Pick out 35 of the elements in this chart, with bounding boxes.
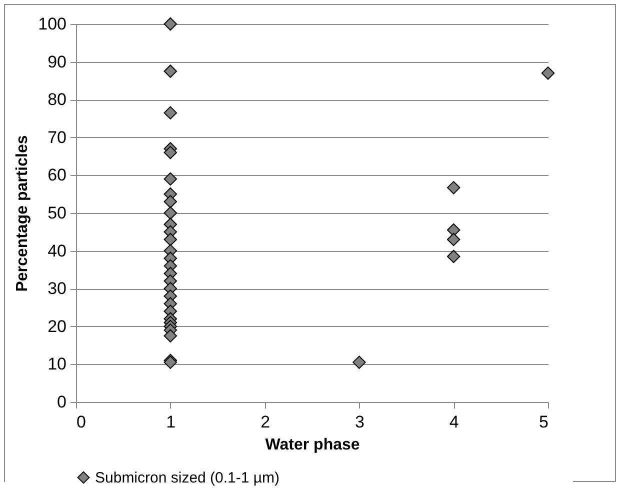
point xyxy=(164,195,178,208)
point xyxy=(446,181,460,194)
y-tick-label: 70 xyxy=(48,128,66,147)
y-tick-label: 0 xyxy=(57,392,66,412)
y-tick-label: 40 xyxy=(48,241,66,260)
x-tick-label: 1 xyxy=(166,412,176,432)
y-tick-label: 80 xyxy=(48,90,66,110)
point xyxy=(164,106,178,120)
x-tick-label: 4 xyxy=(449,412,459,432)
x-tick-label: 0 xyxy=(76,412,86,432)
x-tick-label: 2 xyxy=(260,412,270,432)
point xyxy=(164,206,178,220)
point xyxy=(352,356,366,369)
point xyxy=(164,64,178,78)
x-tick-label: 5 xyxy=(539,412,548,432)
point xyxy=(446,250,460,264)
point xyxy=(164,329,178,342)
point xyxy=(446,232,460,246)
y-tick-label: 30 xyxy=(48,279,66,298)
y-tick-label: 10 xyxy=(48,354,66,374)
y-tick-label: 60 xyxy=(48,166,66,185)
legend-label: Submicron sized (0.1-1 µm) xyxy=(95,470,280,486)
y-tick-label: 100 xyxy=(38,14,66,34)
point xyxy=(164,172,178,186)
x-axis-title: Water phase xyxy=(265,436,360,454)
y-axis-title: Percentage particles xyxy=(14,135,32,292)
x-tick-label: 3 xyxy=(354,412,364,432)
point xyxy=(164,17,178,31)
point xyxy=(164,232,178,246)
point xyxy=(164,146,178,160)
y-tick-label: 50 xyxy=(48,204,66,222)
point xyxy=(541,66,555,80)
point xyxy=(446,223,460,237)
y-tick-label: 20 xyxy=(48,316,66,336)
y-tick-label: 90 xyxy=(48,52,66,72)
